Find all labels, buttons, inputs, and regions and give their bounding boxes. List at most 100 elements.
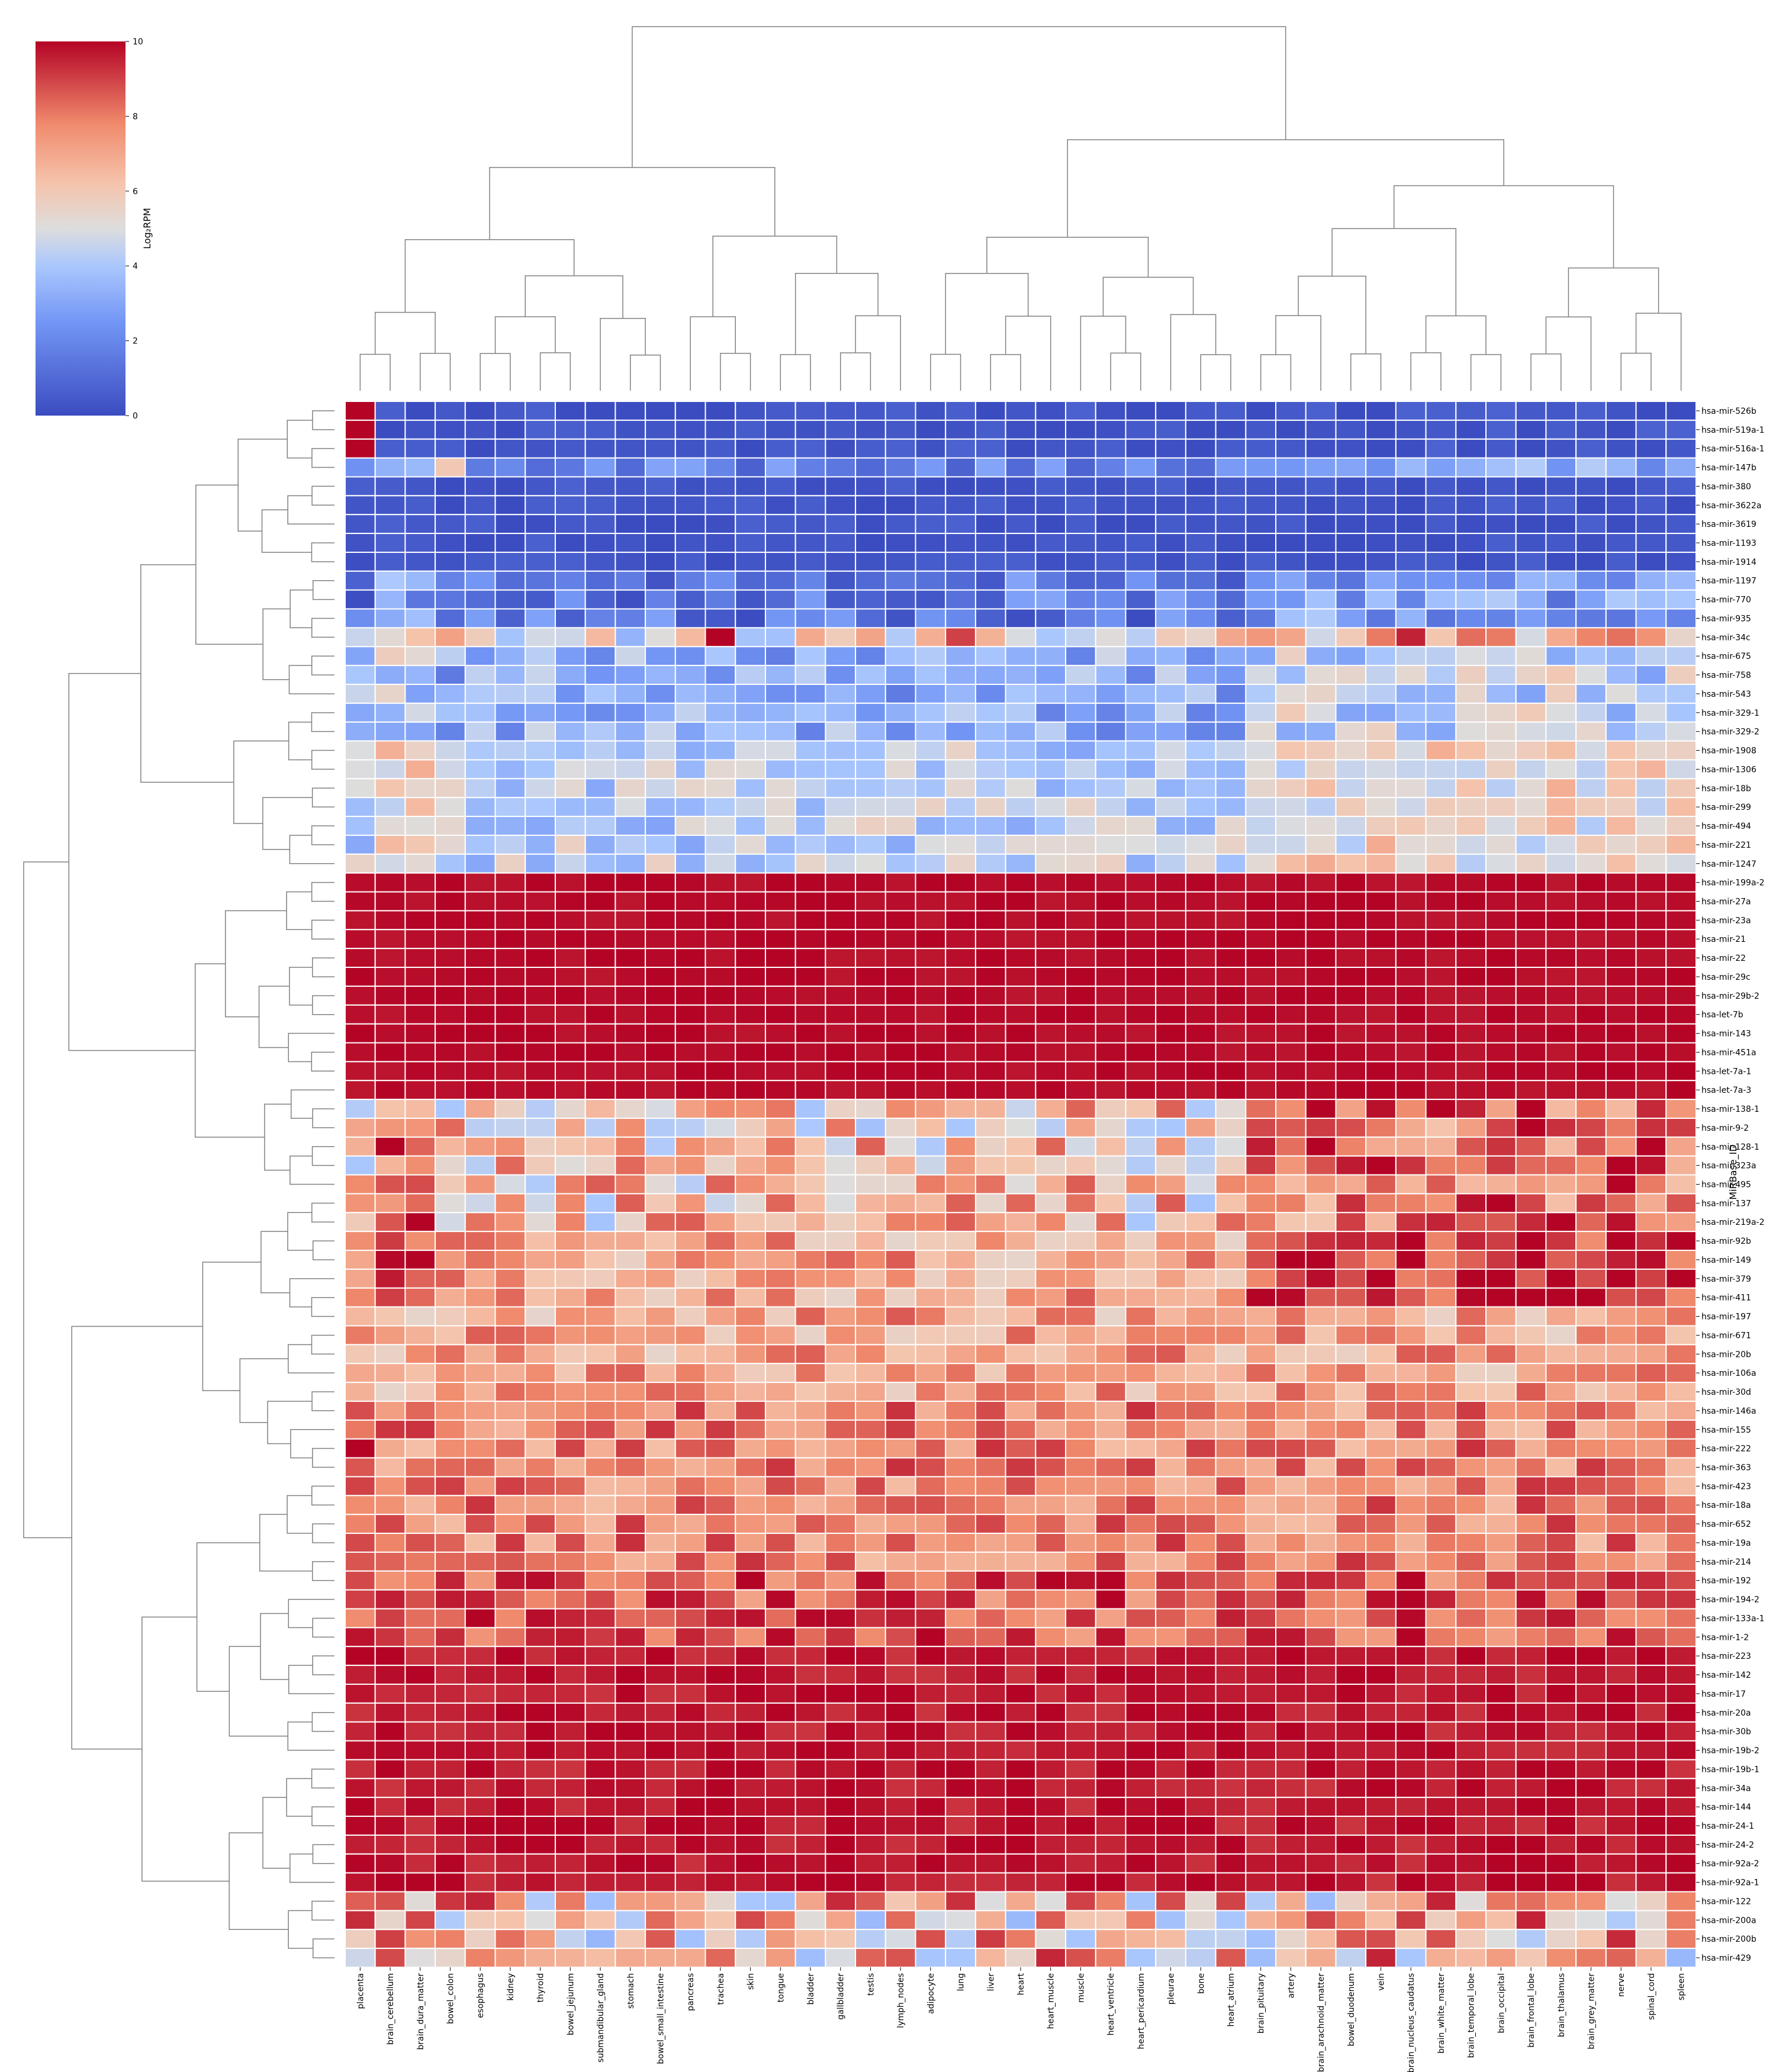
heatmap-cell (435, 457, 466, 478)
heatmap-cell (1065, 627, 1096, 648)
heatmap-cell (764, 1816, 796, 1836)
heatmap-cell (764, 1136, 796, 1157)
heatmap-cell (1485, 816, 1517, 836)
heatmap-cell (1545, 1231, 1577, 1251)
heatmap-cell (825, 495, 857, 516)
heatmap-cell (374, 589, 406, 610)
heatmap-cell (1275, 1627, 1307, 1648)
heatmap-cell (1005, 1155, 1037, 1176)
heatmap-cell (554, 665, 586, 686)
heatmap-cell (945, 910, 976, 931)
heatmap-cell (794, 797, 826, 818)
heatmap-cell (345, 1363, 376, 1384)
heatmap-cell (915, 1910, 947, 1931)
heatmap-cell (825, 1721, 857, 1742)
heatmap-cell (645, 476, 676, 497)
heatmap-cell (1515, 891, 1547, 912)
heatmap-cell (1245, 476, 1277, 497)
heatmap-cell (1335, 1872, 1367, 1893)
heatmap-cell (674, 570, 706, 591)
heatmap-cell (464, 476, 496, 497)
heatmap-cell (1035, 1721, 1067, 1742)
heatmap-cell (494, 1457, 526, 1478)
heatmap-cell (884, 1457, 916, 1478)
heatmap-cell (674, 1514, 706, 1534)
heatmap-cell (1425, 1004, 1457, 1025)
heatmap-cell (1605, 419, 1637, 440)
heatmap-cell (584, 1778, 616, 1798)
row-label: hsa-mir-451a (1701, 1048, 1756, 1057)
heatmap-cell (1455, 438, 1487, 459)
heatmap-cell (464, 1023, 496, 1044)
heatmap-cell (345, 646, 376, 667)
heatmap-cell (645, 1514, 676, 1534)
heatmap-cell (1605, 778, 1637, 799)
heatmap-cell (404, 834, 436, 855)
heatmap-cell (1215, 910, 1247, 931)
heatmap-cell (1305, 1702, 1337, 1723)
heatmap-cell (1065, 1136, 1096, 1157)
heatmap-cell (435, 476, 466, 497)
heatmap-cell (1275, 1872, 1307, 1893)
heatmap-cell (645, 438, 676, 459)
heatmap-cell (704, 1872, 736, 1893)
heatmap-cell (1635, 1740, 1667, 1761)
heatmap-cell (945, 1816, 976, 1836)
heatmap-cell (464, 1665, 496, 1685)
heatmap-cell (1005, 476, 1037, 497)
column-label: testis (866, 1973, 876, 1996)
heatmap-cell (974, 929, 1006, 950)
heatmap-cell (1365, 1646, 1397, 1666)
heatmap-cell (855, 702, 886, 723)
heatmap-cell (764, 778, 796, 799)
heatmap-cell (915, 1363, 947, 1384)
heatmap-cell (945, 684, 976, 704)
heatmap-cell (1665, 1702, 1697, 1723)
heatmap-cell (1335, 721, 1367, 742)
colorbar-tick-label: 10 (133, 37, 143, 47)
heatmap-cell (855, 1344, 886, 1365)
heatmap-cell (974, 1778, 1006, 1798)
heatmap-cell (855, 1419, 886, 1440)
heatmap-cell (915, 1834, 947, 1855)
heatmap-cell (494, 1136, 526, 1157)
heatmap-cell (1665, 872, 1697, 893)
heatmap-cell (1215, 1231, 1247, 1251)
heatmap-cell (974, 551, 1006, 572)
dendrogram-link (311, 787, 334, 807)
heatmap-cell (945, 834, 976, 855)
heatmap-cell (974, 1853, 1006, 1874)
heatmap-cell (404, 1023, 436, 1044)
heatmap-cell (1215, 570, 1247, 591)
row-label: hsa-mir-935 (1701, 614, 1751, 623)
heatmap-cell (525, 1287, 556, 1308)
heatmap-cell (1215, 589, 1247, 610)
heatmap-cell (704, 1457, 736, 1478)
heatmap-cell (1215, 438, 1247, 459)
heatmap-cell (945, 401, 976, 421)
dendrogram-link (1350, 353, 1382, 391)
heatmap-cell (1335, 1155, 1367, 1176)
heatmap-cell (1305, 891, 1337, 912)
heatmap-cell (855, 778, 886, 799)
heatmap-cell (404, 816, 436, 836)
heatmap-cell (1515, 778, 1547, 799)
heatmap-cell (1365, 1891, 1397, 1912)
heatmap-cell (735, 457, 766, 478)
heatmap-cell (345, 1099, 376, 1119)
heatmap-cell (554, 778, 586, 799)
heatmap-cell (704, 665, 736, 686)
heatmap-cell (1335, 1363, 1367, 1384)
dendrogram-link (311, 1202, 334, 1222)
heatmap-cell (1425, 1363, 1457, 1384)
heatmap-cell (704, 1004, 736, 1025)
column-dendrogram (359, 26, 1682, 391)
heatmap-cell (374, 684, 406, 704)
heatmap-cell (794, 1344, 826, 1365)
dendrogram-link (287, 1212, 313, 1251)
heatmap-cell (1155, 1570, 1186, 1591)
heatmap-cell (825, 1891, 857, 1912)
heatmap-cell (464, 1061, 496, 1082)
heatmap-cell (974, 533, 1006, 553)
heatmap-cell (1275, 1136, 1307, 1157)
